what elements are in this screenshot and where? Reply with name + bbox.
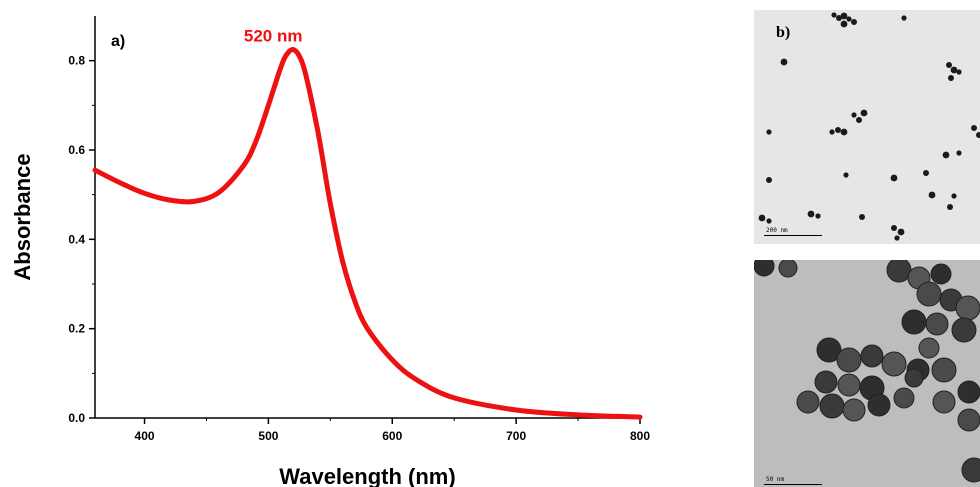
nanoparticle-small: [766, 177, 772, 183]
y-tick-label: 0.4: [68, 232, 85, 246]
nanoparticle-large: [778, 260, 798, 278]
nanoparticle-small: [836, 15, 842, 21]
nanoparticle-small: [840, 128, 848, 136]
nanoparticle-small: [766, 129, 772, 135]
nanoparticle-large: [754, 260, 775, 277]
x-tick-label: 600: [382, 429, 402, 443]
nanoparticle-large: [932, 390, 956, 414]
nanoparticle-small: [829, 129, 835, 135]
nanoparticle-small: [923, 170, 929, 176]
nanoparticle-small: [835, 127, 841, 133]
nanoparticle-small: [947, 204, 953, 210]
nanoparticle-small: [840, 20, 848, 28]
y-tick-label: 0.8: [68, 54, 85, 68]
panel-label-b: b): [776, 24, 791, 41]
nanoparticle-small: [894, 235, 900, 241]
absorbance-chart: 400 500 600 700 800 0.0 0.2 0.4 0.6 0.8 Wavelength…: [10, 16, 650, 487]
nanoparticle-small: [856, 117, 862, 123]
nanoparticle-large: [796, 390, 820, 414]
tem-particles-small: [758, 12, 980, 241]
x-tick-label: 800: [630, 429, 650, 443]
peak-annotation: 520 nm: [244, 26, 303, 45]
nanoparticle-small: [758, 214, 766, 222]
nanoparticle-small: [843, 172, 849, 178]
nanoparticle-small: [891, 225, 897, 231]
scale-bar-50: [764, 484, 822, 485]
nanoparticle-small: [851, 112, 857, 118]
nanoparticle-large: [836, 347, 862, 373]
nanoparticle-small: [956, 69, 962, 75]
nanoparticle-small: [766, 218, 772, 224]
nanoparticle-large: [930, 263, 952, 285]
nanoparticle-small: [815, 213, 821, 219]
x-tick-label: 700: [506, 429, 526, 443]
tem-image-overview: b) 200 nm: [754, 10, 980, 244]
nanoparticle-large: [961, 457, 980, 483]
nanoparticle-large: [925, 312, 949, 336]
nanoparticle-large: [901, 309, 927, 335]
nanoparticle-small: [971, 125, 977, 131]
scale-bar-200: [764, 235, 822, 236]
nanoparticle-small: [951, 193, 957, 199]
nanoparticle-small: [807, 210, 815, 218]
nanoparticle-large: [886, 260, 912, 283]
nanoparticle-small: [846, 16, 852, 22]
nanoparticle-large: [951, 317, 977, 343]
nanoparticle-large: [904, 368, 924, 388]
nanoparticle-small: [859, 214, 865, 220]
x-tick-label: 500: [258, 429, 278, 443]
x-axis-label: Wavelength (nm): [279, 464, 455, 487]
absorbance-series-line: [92, 46, 643, 420]
nanoparticle-small: [942, 151, 950, 159]
nanoparticle-large: [842, 398, 866, 422]
nanoparticle-large: [916, 281, 942, 307]
nanoparticle-small: [851, 19, 857, 25]
y-axis-label: Absorbance: [10, 153, 35, 280]
nanoparticle-large: [957, 408, 980, 432]
nanoparticle-large: [955, 295, 980, 321]
nanoparticle-small: [976, 132, 980, 138]
nanoparticle-small: [890, 174, 898, 182]
y-tick-label: 0.2: [68, 322, 85, 336]
nanoparticle-large: [918, 337, 940, 359]
nanoparticle-small: [928, 191, 936, 199]
tem-particles-large: [754, 260, 980, 483]
nanoparticle-small: [956, 150, 962, 156]
y-tick-label: 0.6: [68, 143, 85, 157]
nanoparticle-large: [819, 393, 845, 419]
nanoparticle-small: [946, 62, 952, 68]
y-tick-label: 0.0: [68, 411, 85, 425]
x-tick-label: 400: [135, 429, 155, 443]
nanoparticle-large: [867, 393, 891, 417]
panel-label-a: a): [111, 33, 125, 50]
scale-bar-label-200: 200 nm: [766, 227, 788, 234]
tem-image-closeup: 50 nm: [754, 260, 980, 487]
nanoparticle-small: [897, 228, 905, 236]
nanoparticle-large: [957, 380, 980, 404]
nanoparticle-large: [881, 351, 907, 377]
nanoparticle-small: [948, 75, 954, 81]
nanoparticle-small: [901, 15, 907, 21]
nanoparticle-large: [837, 373, 861, 397]
nanoparticle-large: [816, 337, 842, 363]
nanoparticle-small: [950, 66, 958, 74]
nanoparticle-small: [840, 12, 848, 20]
nanoparticle-large: [931, 357, 957, 383]
nanoparticle-large: [893, 387, 915, 409]
nanoparticle-small: [860, 109, 868, 117]
nanoparticle-small: [831, 12, 837, 18]
nanoparticle-small: [780, 58, 788, 66]
nanoparticle-large: [814, 370, 838, 394]
scale-bar-label-50: 50 nm: [766, 476, 785, 483]
nanoparticle-large: [860, 344, 884, 368]
